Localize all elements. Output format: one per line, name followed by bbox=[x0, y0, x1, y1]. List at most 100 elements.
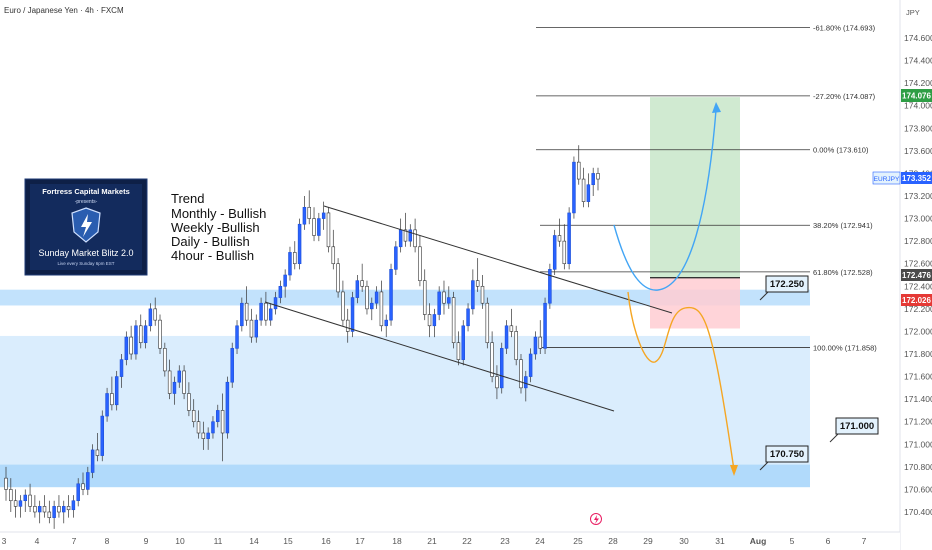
candle-body bbox=[268, 308, 273, 321]
entry-price-tag: 172.476 bbox=[901, 269, 932, 281]
callout-172250[interactable]: 172.250 bbox=[759, 275, 809, 301]
time-tick-label: 5 bbox=[790, 536, 795, 546]
candle bbox=[268, 303, 273, 326]
candle bbox=[273, 291, 278, 315]
time-tick-label: 28 bbox=[608, 536, 618, 546]
candle-body bbox=[86, 472, 90, 490]
candle-body bbox=[177, 370, 182, 383]
candle bbox=[442, 280, 446, 315]
candle-body bbox=[581, 178, 586, 202]
price-tick-label: 170.800 bbox=[904, 462, 932, 472]
candle-body bbox=[528, 353, 533, 377]
candle bbox=[62, 500, 66, 524]
candle-body bbox=[288, 252, 292, 276]
candle-body bbox=[33, 506, 37, 513]
symbol-title[interactable]: Euro / Japanese Yen · 4h · FXCM bbox=[4, 6, 124, 15]
candle-body bbox=[167, 370, 172, 394]
candle bbox=[384, 314, 388, 338]
price-tick-label: 173.600 bbox=[904, 146, 932, 156]
event-marker[interactable] bbox=[590, 513, 602, 525]
trend-line-monthly: Monthly - Bullish bbox=[171, 206, 266, 221]
time-axis[interactable]: 3 4 7 8 9 10 11 14 15 16 17 18 21 22 23 24 25 28 29 30 31 Aug… bbox=[2, 536, 867, 546]
candle-body bbox=[577, 161, 581, 180]
bearish-projection-path[interactable] bbox=[627, 291, 735, 471]
candle bbox=[451, 291, 456, 349]
candle-body bbox=[538, 336, 542, 349]
candle bbox=[345, 308, 350, 343]
candle bbox=[562, 224, 567, 270]
last-tag-box bbox=[901, 172, 932, 184]
candle-body bbox=[447, 297, 451, 304]
trend-notes[interactable]: Trend Monthly - Bullish Weekly -Bullish … bbox=[171, 191, 266, 263]
fib-level-label: 61.80% (172.528) bbox=[813, 268, 873, 277]
price-tick-label: 172.000 bbox=[904, 326, 932, 336]
candle-body bbox=[360, 280, 364, 287]
time-tick-label: 10 bbox=[175, 536, 185, 546]
bullish-projection-arrowhead bbox=[712, 102, 721, 113]
candle bbox=[90, 444, 95, 479]
descending-channel[interactable] bbox=[264, 205, 673, 412]
time-tick-label: 8 bbox=[105, 536, 110, 546]
candle-body bbox=[293, 252, 297, 265]
candle bbox=[408, 224, 413, 247]
candle-body bbox=[71, 500, 76, 511]
price-tick-label: 172.200 bbox=[904, 304, 932, 314]
candle bbox=[485, 297, 490, 349]
candle-body bbox=[336, 263, 340, 293]
time-tick-label: 16 bbox=[321, 536, 331, 546]
callout-171000[interactable]: 171.000 bbox=[829, 417, 879, 443]
callout-170750[interactable]: 170.750 bbox=[759, 445, 809, 471]
candle-body bbox=[374, 291, 379, 304]
candle-body bbox=[504, 325, 509, 349]
candle bbox=[153, 297, 157, 326]
candle bbox=[437, 286, 441, 321]
time-axis-bg bbox=[0, 532, 900, 550]
candle bbox=[577, 145, 581, 185]
channel-lower-line[interactable] bbox=[264, 301, 615, 412]
candle-body bbox=[182, 370, 186, 394]
price-axis[interactable]: 174.600 174.400 174.200 174.000 173.800 173.6… bbox=[904, 33, 932, 517]
candle-body bbox=[249, 319, 254, 338]
candle bbox=[533, 331, 538, 360]
time-tick-label: 7 bbox=[862, 536, 867, 546]
candle bbox=[235, 320, 239, 354]
candle bbox=[9, 478, 13, 512]
candle bbox=[37, 500, 42, 524]
candle-body bbox=[240, 302, 244, 327]
time-tick-label: 4 bbox=[35, 536, 40, 546]
candle bbox=[206, 427, 210, 450]
bearish-projection-arrowhead bbox=[730, 465, 738, 476]
time-tick-label: 24 bbox=[535, 536, 545, 546]
candle-body bbox=[9, 489, 13, 502]
candle bbox=[114, 370, 119, 411]
channel-upper-line[interactable] bbox=[323, 205, 673, 314]
candle bbox=[110, 376, 114, 411]
long-position-tool[interactable] bbox=[650, 97, 740, 329]
candle bbox=[249, 308, 254, 343]
candle-body bbox=[471, 280, 475, 310]
last-tag-value: 173.352 bbox=[902, 174, 931, 183]
fibonacci-extension[interactable]: -61.80% (174.693) -27.20% (174.087) 0.00% … bbox=[536, 24, 877, 353]
candle bbox=[490, 331, 494, 383]
fib-level-label: -27.20% (174.087) bbox=[813, 92, 876, 101]
candle bbox=[480, 275, 485, 309]
bullish-projection-path[interactable] bbox=[613, 109, 717, 291]
candle bbox=[413, 218, 417, 253]
candle-body bbox=[437, 291, 441, 315]
candle bbox=[196, 410, 201, 439]
candle bbox=[461, 320, 465, 366]
candle bbox=[495, 365, 499, 400]
callout-172250-pointer bbox=[759, 291, 769, 301]
price-tick-label: 172.800 bbox=[904, 236, 932, 246]
candle bbox=[13, 489, 18, 518]
candle-body bbox=[379, 291, 384, 327]
candle-body bbox=[244, 302, 249, 321]
candle bbox=[191, 399, 196, 428]
candle bbox=[432, 308, 437, 338]
fib-level-label: 100.00% (171.858) bbox=[813, 343, 877, 352]
candle-body bbox=[345, 319, 350, 332]
candle bbox=[321, 201, 326, 230]
candle-body bbox=[153, 308, 157, 321]
candle-body bbox=[519, 359, 523, 389]
